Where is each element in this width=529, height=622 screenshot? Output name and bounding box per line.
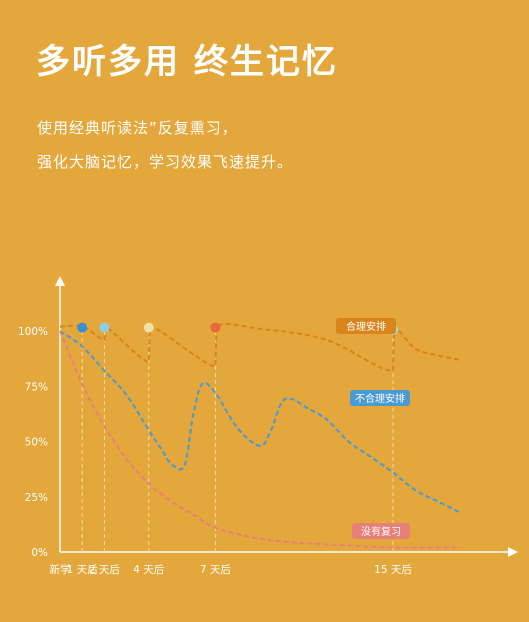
- x-tick-label: 新学: [50, 563, 71, 576]
- y-tick-label: 0%: [31, 547, 48, 559]
- review-markers: [77, 322, 398, 335]
- review-guide-lines: [81, 326, 394, 552]
- series-badge: [352, 523, 410, 539]
- y-axis-arrow: [55, 276, 65, 286]
- series-lines: [59, 322, 461, 549]
- description-line-2: 强化大脑记忆，学习效果飞速提升。: [37, 153, 294, 171]
- x-tick-label: 7 天后: [200, 564, 231, 576]
- y-tick-label: 75%: [25, 381, 48, 393]
- series-badge: [336, 318, 396, 334]
- series-line-2: [59, 330, 460, 549]
- series-label: 不合理安排: [355, 392, 405, 405]
- chart-axes: [55, 276, 518, 557]
- y-tick-label: 50%: [25, 437, 48, 449]
- x-axis-arrow: [508, 547, 518, 557]
- series-label: 没有复习: [361, 525, 401, 538]
- x-tick-label: 4 天后: [133, 564, 164, 576]
- review-marker: [210, 322, 221, 333]
- series-label: 合理安排: [346, 320, 386, 333]
- page-title: 多听多用 终生记忆: [36, 42, 338, 82]
- review-marker: [77, 322, 88, 333]
- description-line-1: 使用经典听读法”反复熏习，: [37, 119, 238, 137]
- series-badge: [350, 390, 410, 406]
- tick-labels: 0% 25% 50% 75% 100% 新学1 天后2 天后 4 天后 7 天后 15 天后: [18, 326, 412, 576]
- review-marker: [143, 322, 154, 333]
- x-tick-label: 2 天后: [89, 564, 120, 576]
- y-tick-label: 100%: [18, 326, 48, 338]
- series-line-1: [59, 330, 461, 514]
- x-tick-label: 1 天后: [67, 564, 98, 576]
- series-line-0: [59, 322, 460, 372]
- y-tick-label: 25%: [25, 492, 48, 504]
- x-tick-label: 15 天后: [374, 564, 412, 576]
- review-marker: [99, 322, 110, 333]
